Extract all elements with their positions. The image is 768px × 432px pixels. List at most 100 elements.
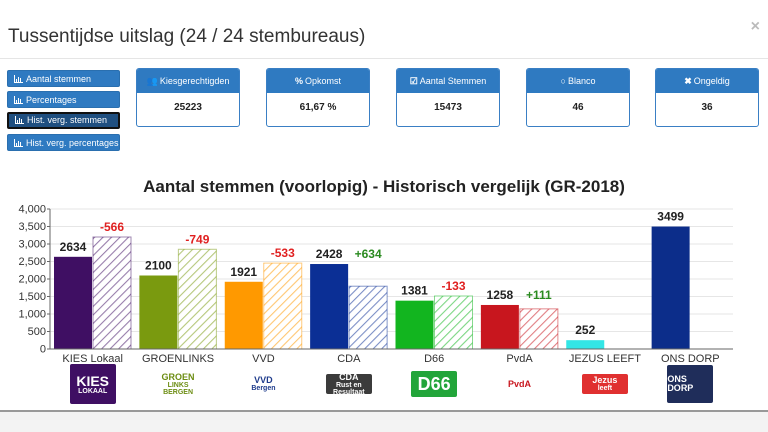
logo-text: CDA [339, 374, 359, 382]
value-label: 2100 [145, 259, 172, 273]
pvda-logo: PvdA [496, 364, 543, 404]
stat-value: 15473 [434, 102, 462, 113]
logo-mark: D66 [411, 371, 458, 397]
logo-text: Rust en [335, 381, 362, 389]
logo-mark: ONS DORP [667, 365, 714, 403]
bar-current [651, 226, 690, 349]
sidebar-button-label: Percentages [26, 95, 77, 105]
logo-text: D66 [417, 374, 451, 394]
stat-value: 36 [701, 102, 713, 113]
sidebar-button-hist-verg-stemmen[interactable]: Hist. verg. stemmen [7, 112, 120, 129]
logo-text: leeft [597, 385, 613, 392]
diff-label: +111 [526, 288, 552, 302]
diff-label: -133 [441, 279, 465, 293]
stat-value: 46 [572, 102, 584, 113]
ons-dorp-logo: ONS DORP [667, 364, 714, 404]
bar-current [54, 256, 92, 349]
logo-text: KIES [76, 372, 110, 389]
logo-text: Resultaat [333, 388, 365, 395]
percent-icon: % [294, 76, 303, 86]
close-icon[interactable]: × [750, 18, 760, 35]
bar-previous [177, 248, 217, 350]
sidebar-button-aantal-stemmen[interactable]: Aantal stemmen [7, 70, 120, 87]
sidebar-button-hist-verg-percentages[interactable]: Hist. verg. percentages [7, 134, 120, 151]
bar-previous [92, 236, 132, 350]
bar-chart-icon [15, 116, 24, 124]
bar-current [310, 264, 349, 349]
stat-label: Kiesgerechtigden [159, 76, 230, 86]
diff-label: -533 [271, 246, 295, 260]
header-divider [0, 58, 768, 59]
sidebar-button-label: Aantal stemmen [26, 74, 92, 84]
logo-mark: VVD Bergen [243, 370, 284, 398]
value-label: 1381 [401, 284, 428, 298]
logo-mark: PvdA [496, 374, 543, 394]
lower-area [0, 412, 768, 432]
value-label: 1258 [487, 288, 514, 302]
diff-label: -749 [185, 232, 209, 246]
sidebar-button-label: Hist. verg. stemmen [27, 115, 108, 125]
value-label: 2634 [60, 240, 87, 254]
stat-label: Ongeldig [693, 76, 730, 86]
logo-text: Bergen [251, 385, 276, 392]
y-tick-label: 500 [28, 326, 46, 338]
stat-card-blanco: ○ Blanco 46 [526, 68, 630, 127]
logo-text: PvdA [508, 378, 532, 389]
value-label: 252 [575, 323, 595, 337]
bar-previous [434, 295, 473, 350]
bar-previous [348, 285, 388, 350]
logo-mark: GROEN LINKS BERGEN [152, 368, 205, 400]
stat-value: 25223 [174, 102, 202, 113]
jezus-leeft-logo: Jezus leeft [581, 364, 628, 404]
logo-text: LOKAAL [78, 387, 108, 395]
diff-label: -566 [100, 220, 124, 234]
y-tick-label: 1,500 [18, 291, 46, 303]
stat-card-kiesgerechtigden: 👥 Kiesgerechtigden 25223 [136, 68, 240, 127]
bottom-divider [0, 410, 768, 412]
bar-previous [519, 308, 559, 350]
sidebar-button-label: Hist. verg. percentages [26, 138, 119, 148]
bar-chart-icon [14, 96, 23, 104]
bar-chart-icon [14, 75, 23, 83]
y-tick-label: 4,000 [18, 204, 46, 216]
logo-text: ONS DORP [667, 374, 694, 393]
d66-logo: D66 [411, 364, 458, 404]
y-tick-label: 3,500 [18, 221, 46, 233]
stat-label: Blanco [567, 76, 596, 86]
y-tick-label: 2,500 [18, 256, 46, 268]
value-label: 1921 [230, 265, 257, 279]
y-tick-label: 2,000 [18, 274, 46, 286]
groenlinks-logo: GROEN LINKS BERGEN [152, 364, 205, 404]
value-label: 2428 [316, 247, 343, 261]
logo-text: VVD [254, 375, 273, 385]
stat-card-opkomst: % Opkomst 61,67 % [266, 68, 370, 127]
users-icon: 👥 [146, 76, 158, 86]
chart-title: Aantal stemmen (voorlopig) - Historisch … [143, 177, 625, 196]
bar-current [480, 304, 519, 349]
times-icon: ✖ [684, 76, 692, 86]
kies-lokaal-logo: KIES LOKAAL [69, 364, 116, 404]
stat-card-ongeldig: ✖ Ongeldig 36 [655, 68, 759, 127]
value-label: 3499 [657, 210, 684, 224]
sidebar-button-percentages[interactable]: Percentages [7, 91, 120, 108]
y-tick-label: 1,000 [18, 309, 46, 321]
bar-chart-icon [14, 139, 23, 147]
stat-label: Opkomst [305, 76, 342, 86]
bar-previous [263, 262, 303, 350]
bar-current [224, 281, 263, 349]
logo-text: GROEN [161, 371, 195, 382]
logo-mark: CDA Rust en Resultaat [325, 374, 372, 395]
circle-icon: ○ [560, 76, 566, 86]
logo-text: BERGEN [163, 388, 194, 396]
bar-current [139, 275, 178, 349]
y-tick-label: 0 [40, 344, 46, 356]
stat-label: Aantal Stemmen [419, 76, 487, 86]
stat-value: 61,67 % [299, 102, 337, 113]
bar-current [395, 300, 434, 349]
logo-mark: Jezus leeft [581, 374, 628, 394]
logo-mark: KIES LOKAAL [69, 364, 116, 404]
cda-logo: CDA Rust en Resultaat [325, 364, 372, 404]
diff-label: +634 [355, 247, 382, 261]
check-square-icon: ☑ [409, 76, 418, 86]
y-tick-label: 3,000 [18, 239, 46, 251]
